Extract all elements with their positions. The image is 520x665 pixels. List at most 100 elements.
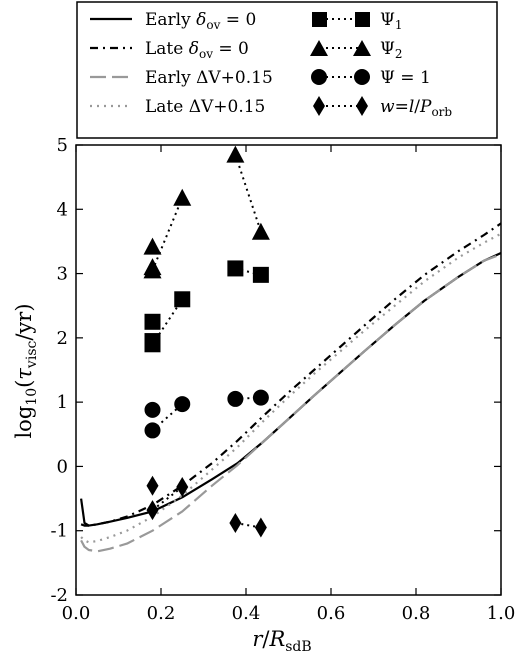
marker-circle-2-4 xyxy=(252,389,269,406)
marker-square-0-0 xyxy=(144,313,161,330)
marker-square-0-3 xyxy=(174,291,191,308)
y-tick-label-5: 3 xyxy=(57,264,68,285)
y-ticks: -2 -1 0 1 2 3 4 5 xyxy=(50,135,501,606)
marker-diamond-3-3 xyxy=(229,513,242,533)
series-line-1 xyxy=(80,222,502,527)
marker-diamond-3-1 xyxy=(146,500,159,521)
y-axis-label-tau: τ xyxy=(12,368,36,380)
marker-triangle-1-0 xyxy=(143,237,162,255)
legend-swatch-psi2 xyxy=(310,40,371,56)
x-axis-label: r/RsdB xyxy=(252,627,311,655)
x-tick-label-3: 0.6 xyxy=(317,603,346,624)
marker-circle-2-0 xyxy=(144,401,161,418)
legend-label-eq: = 0 xyxy=(220,10,256,30)
legend-label-omega-l: l xyxy=(409,97,414,117)
legend-label-late-grad: Late ΔV+0.15 xyxy=(145,97,265,117)
y-tick-label-1: -1 xyxy=(50,521,68,542)
plot-area: -2 -1 0 1 2 3 4 5 0.0 0.2 0.4 0.6 0.8 1.0 xyxy=(50,135,515,624)
y-tick-label-3: 1 xyxy=(57,392,68,413)
y-axis-label-base: 10 xyxy=(24,388,40,406)
legend-label-early-grad: Early ΔV+0.15 xyxy=(145,68,273,88)
y-tick-label-0: -2 xyxy=(50,585,68,606)
marker-series xyxy=(143,145,270,538)
legend-label-omega-eq: = xyxy=(395,97,409,117)
marker-link-3-0 xyxy=(151,486,183,511)
x-tick-label-0: 0.0 xyxy=(62,603,91,624)
legend-label-omega: w=l/Porb xyxy=(380,97,452,119)
marker-diamond-3-2 xyxy=(176,477,189,497)
marker-triangle-1-3 xyxy=(173,188,192,206)
legend-label-eq-2: = 0 xyxy=(213,39,249,59)
legend-label-delta-2: δ xyxy=(189,39,199,59)
legend-label-psi1: Ψ1 xyxy=(380,10,403,32)
legend-label-psi1-sub: 1 xyxy=(395,18,403,32)
marker-triangle-1-4 xyxy=(226,145,245,163)
legend-label-psi1-psi: Ψ xyxy=(380,10,395,30)
legend-label-late-dov-word: Late xyxy=(145,39,189,59)
legend-label-ov: ov xyxy=(206,18,220,32)
marker-link-2-1 xyxy=(235,396,261,400)
series-lines xyxy=(80,222,502,553)
x-axis-label-sdb: sdB xyxy=(285,639,311,655)
x-tick-label-2: 0.4 xyxy=(232,603,261,624)
legend: Early δov = 0 Late δov = 0 Early ΔV+0.15… xyxy=(76,1,498,139)
legend-label-psi2-psi: Ψ xyxy=(380,39,395,59)
y-axis-label-open: ( xyxy=(12,380,36,388)
legend-swatch-psi-eq-1-marker-b xyxy=(354,69,370,85)
x-tick-label-1: 0.2 xyxy=(147,603,176,624)
marker-triangle-1-2 xyxy=(143,258,162,276)
legend-label-omega-w: w xyxy=(380,97,395,117)
y-tick-label-2: 0 xyxy=(57,456,68,477)
legend-label-omega-orb: orb xyxy=(431,105,452,119)
series-line-3 xyxy=(80,232,502,544)
marker-link-1-1 xyxy=(234,154,262,233)
legend-label-psi-eq-1: Ψ = 1 xyxy=(380,68,431,88)
legend-swatch-psi-eq-1 xyxy=(311,69,370,85)
legend-label-omega-slash: / xyxy=(414,97,420,117)
legend-swatch-omega-marker-b xyxy=(356,96,368,116)
x-axis-label-r: r xyxy=(252,627,264,651)
plot-frame xyxy=(75,144,502,596)
y-tick-label-7: 5 xyxy=(57,135,68,156)
marker-square-0-5 xyxy=(252,266,269,283)
y-axis-label-unit: /yr) xyxy=(12,303,36,340)
x-tick-label-5: 1.0 xyxy=(487,603,516,624)
legend-label-ov-2: ov xyxy=(199,47,213,61)
y-tick-label-6: 4 xyxy=(57,199,68,220)
legend-box xyxy=(76,1,498,139)
x-ticks: 0.0 0.2 0.4 0.6 0.8 1.0 xyxy=(62,145,516,624)
legend-swatch-psi2-marker-a xyxy=(310,40,328,56)
x-tick-label-4: 0.8 xyxy=(402,603,431,624)
y-axis-label: log10(τvisc/yr) xyxy=(12,303,40,438)
legend-label-late-dov: Late δov = 0 xyxy=(145,39,249,61)
legend-swatch-psi2-marker-b xyxy=(353,40,371,56)
y-axis-label-log: log xyxy=(12,406,36,439)
marker-diamond-3-0 xyxy=(146,475,159,496)
legend-label-omega-p: P xyxy=(419,97,432,117)
legend-swatch-psi1-marker-a xyxy=(312,12,327,27)
marker-square-0-4 xyxy=(227,260,244,277)
legend-label-psi2-sub: 2 xyxy=(395,47,403,61)
marker-circle-2-1 xyxy=(144,422,161,439)
marker-circle-2-3 xyxy=(227,390,244,407)
legend-swatch-omega-marker-a xyxy=(313,96,325,116)
marker-link-1-0 xyxy=(151,197,184,271)
series-line-2 xyxy=(80,253,502,553)
legend-label-early-dov: Early δov = 0 xyxy=(145,10,256,32)
y-tick-label-4: 2 xyxy=(57,328,68,349)
x-axis-label-R: R xyxy=(268,627,285,651)
y-axis-label-visc: visc xyxy=(24,340,40,369)
legend-swatch-psi-eq-1-marker-a xyxy=(311,69,327,85)
legend-label-delta: δ xyxy=(196,10,206,30)
marker-diamond-3-4 xyxy=(254,517,267,538)
legend-label-psi2: Ψ2 xyxy=(380,39,403,61)
legend-swatch-psi1-marker-b xyxy=(355,12,370,27)
marker-link-3-1 xyxy=(235,522,262,529)
series-line-0 xyxy=(80,251,502,527)
legend-label-early-dov-word: Early xyxy=(145,10,196,30)
marker-circle-2-2 xyxy=(174,396,191,413)
marker-triangle-1-5 xyxy=(251,222,270,240)
marker-link-0-1 xyxy=(235,267,262,276)
legend-swatch-omega xyxy=(313,96,368,116)
